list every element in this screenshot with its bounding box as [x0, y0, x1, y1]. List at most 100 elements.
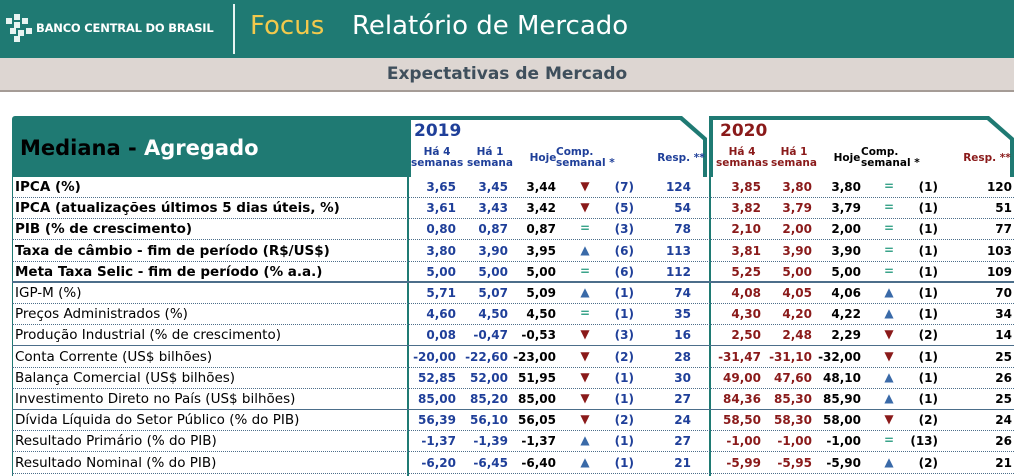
cell-2020-hoje: 58,00 — [823, 413, 861, 428]
cell-2020-ha1: 4,05 — [782, 286, 812, 300]
cell-2019-hoje: 3,42 — [526, 201, 556, 216]
arrow-up-icon: ▲ — [580, 242, 590, 257]
table-row: Resultado Primário (% do PIB) -1,37 -1,39-… — [12, 431, 1014, 453]
bank-logo: BANCO CENTRAL DO BRASIL — [6, 12, 214, 44]
cell-2019-ha1: 3,45 — [478, 180, 508, 194]
table-row: IGP-M (%) 5,71 5,07 5,09 ▲ (1) 74 4,08 4,05 4,06 ▲… — [12, 283, 1014, 304]
table-title-part1: Mediana - — [20, 136, 145, 160]
cell-2019-ha1: 5,07 — [478, 286, 508, 300]
subtitle-bar: Expectativas de Mercado — [0, 58, 1014, 92]
cell-2020-ha4: 4,08 — [731, 286, 761, 300]
indicator-label: Preços Administrados (%) — [15, 306, 188, 323]
cell-2020-ha4: -31,47 — [718, 349, 761, 364]
separator-label-2019 — [407, 177, 409, 476]
cell-2019-comp: (7) — [614, 180, 634, 194]
separator-2019-2020 — [709, 177, 711, 476]
col-2020-ha4: Há 4 semanas — [716, 146, 769, 169]
arrow-down-icon: ▼ — [580, 200, 590, 215]
cell-2019-ha1: -0,47 — [473, 328, 508, 343]
cell-2020-comp: (1) — [918, 222, 938, 237]
cell-2020-comp: (1) — [918, 264, 938, 279]
cell-2020-comp: (1) — [918, 392, 938, 406]
cell-2020-ha4: 3,81 — [731, 243, 761, 258]
cell-2019-hoje: -1,37 — [521, 434, 556, 449]
cell-2019-resp: 78 — [674, 222, 691, 237]
cell-2019-ha1: 4,50 — [478, 307, 508, 322]
cell-2020-resp: 24 — [995, 413, 1012, 428]
indicator-label: PIB (% de crescimento) — [15, 221, 193, 238]
cell-2019-ha4: -1,37 — [421, 434, 456, 449]
cell-2020-ha1: 3,79 — [782, 201, 812, 216]
cell-2019-resp: 124 — [665, 180, 691, 194]
cell-2019-comp: (5) — [614, 201, 634, 216]
cell-2019-ha1: 85,20 — [470, 392, 508, 406]
cell-2019-resp: 112 — [665, 264, 691, 279]
cell-2019-ha1: 5,00 — [478, 264, 508, 279]
page-subtitle: Expectativas de Mercado — [386, 64, 628, 84]
cell-2019-ha4: 3,65 — [426, 180, 456, 194]
cell-2020-resp: 14 — [995, 328, 1012, 343]
indicator-label: Meta Taxa Selic - fim de período (% a.a.… — [15, 263, 323, 280]
cell-2019-ha1: 3,43 — [478, 201, 508, 216]
cell-2019-hoje: -6,40 — [521, 455, 556, 470]
cell-2020-comp: (2) — [918, 455, 938, 470]
cell-2019-resp: 27 — [674, 434, 691, 449]
header-2020-frame — [709, 116, 1014, 177]
cell-2020-ha4: 49,00 — [723, 370, 761, 385]
col-2020-resp: Resp. ** — [963, 152, 1011, 164]
cell-2020-ha1: 85,30 — [774, 392, 812, 406]
col-2019-comp: Comp. semanal * — [556, 146, 615, 169]
cell-2019-comp: (1) — [614, 392, 634, 406]
cell-2019-comp: (1) — [614, 307, 634, 322]
cell-2019-hoje: 5,00 — [526, 264, 556, 279]
indicator-label: Conta Corrente (US$ bilhões) — [15, 348, 213, 365]
cell-2020-ha4: 5,25 — [731, 264, 761, 279]
cell-2019-resp: 30 — [674, 370, 691, 385]
table-row: Taxa de câmbio - fim de período (R$/US$)… — [12, 241, 1014, 262]
cell-2020-comp: (1) — [918, 307, 938, 322]
year-2020: 2020 — [720, 121, 768, 141]
cell-2019-resp: 74 — [674, 286, 691, 300]
report-title: Relatório de Mercado — [352, 11, 629, 41]
table-row: Balança Comercial (US$ bilhões) 52,85 52,0… — [12, 368, 1014, 389]
arrow-down-icon: ▼ — [884, 327, 894, 342]
cell-2019-ha4: 0,08 — [426, 328, 456, 343]
cell-2019-comp: (6) — [614, 264, 634, 279]
table-row: Meta Taxa Selic - fim de período (% a.a.… — [12, 262, 1014, 283]
equal-icon: = — [579, 221, 591, 236]
cell-2020-hoje: 3,90 — [831, 243, 861, 258]
indicator-label: Dívida Líquida do Setor Público (% do PI… — [15, 412, 300, 429]
arrow-down-icon: ▼ — [580, 348, 590, 363]
arrow-up-icon: ▲ — [884, 454, 894, 469]
cell-2020-resp: 26 — [995, 370, 1012, 385]
equal-icon: = — [883, 263, 895, 278]
cell-2019-resp: 54 — [674, 201, 691, 216]
header-2019-frame — [407, 116, 707, 177]
col-2020-hoje: Hoje — [833, 152, 861, 164]
top-header-bar: BANCO CENTRAL DO BRASIL Focus Relatório … — [0, 0, 1014, 58]
cell-2020-ha1: 3,80 — [782, 180, 812, 194]
arrow-down-icon: ▼ — [580, 391, 590, 405]
indicator-label: Balança Comercial (US$ bilhões) — [15, 369, 236, 386]
cell-2019-comp: (1) — [614, 286, 634, 300]
cell-2020-ha4: -5,99 — [726, 455, 761, 470]
equal-icon: = — [579, 306, 591, 321]
arrow-down-icon: ▼ — [580, 179, 590, 193]
cell-2020-hoje: -32,00 — [818, 349, 861, 364]
equal-icon: = — [883, 179, 895, 193]
cell-2020-hoje: 2,00 — [831, 222, 861, 237]
cell-2020-ha1: 2,48 — [782, 328, 812, 343]
cell-2019-hoje: 56,05 — [518, 413, 556, 428]
cell-2020-resp: 21 — [995, 455, 1012, 470]
cell-2019-resp: 24 — [674, 413, 691, 428]
cell-2019-hoje: 5,09 — [526, 286, 556, 300]
cell-2019-ha4: 4,60 — [426, 307, 456, 322]
cell-2019-hoje: 0,87 — [526, 222, 556, 237]
cell-2019-ha1: -6,45 — [473, 455, 508, 470]
cell-2020-comp: (1) — [918, 243, 938, 258]
focus-title: Focus — [250, 11, 325, 41]
cell-2020-ha4: 3,85 — [731, 180, 761, 194]
cell-2019-ha1: 3,90 — [478, 243, 508, 258]
table-title-part2: Agregado — [144, 136, 259, 160]
arrow-down-icon: ▼ — [884, 348, 894, 363]
